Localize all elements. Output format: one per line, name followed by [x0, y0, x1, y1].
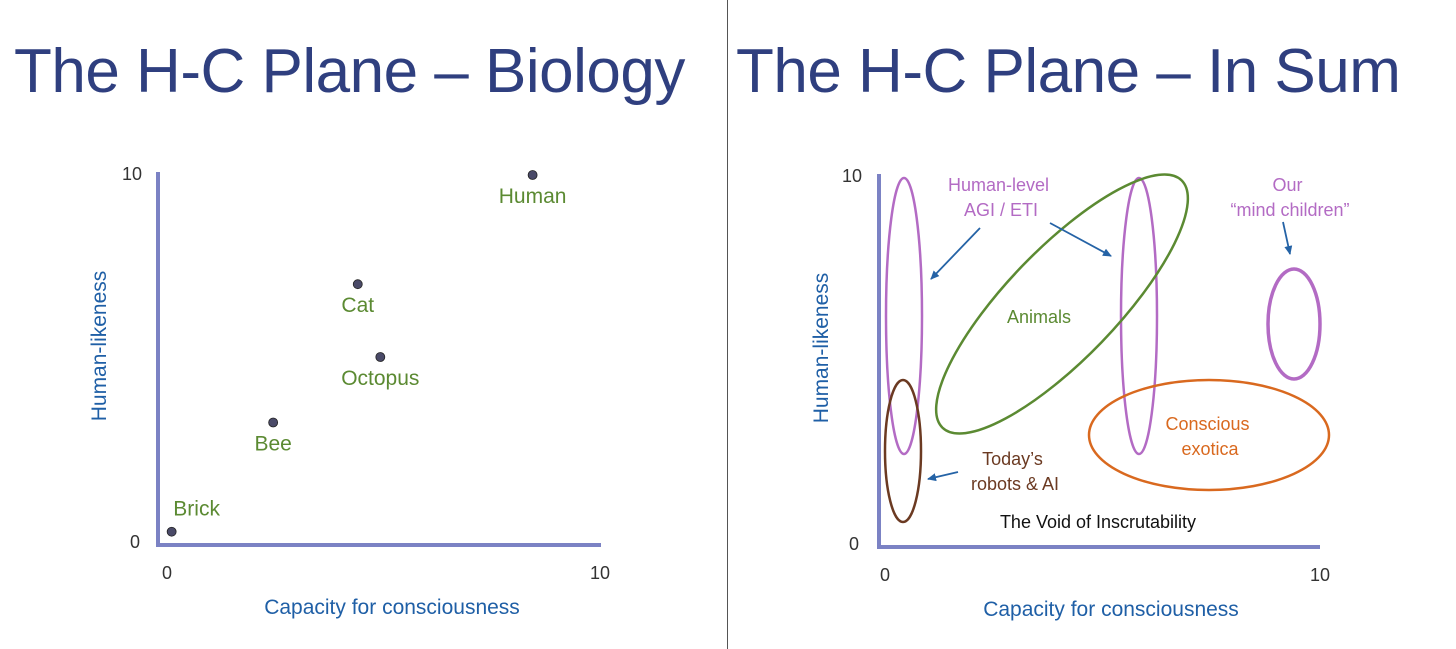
biology-chart: 10 0 0 10 Capacity for consciousness Hum…	[88, 164, 610, 619]
in-sum-diagram: 10 0 0 10 Capacity for consciousness Hum…	[810, 166, 1350, 621]
y-axis-label: Human-likeness	[88, 271, 111, 422]
y-tick-bottom: 0	[130, 532, 140, 552]
conscious-exotica-label: Conscious exotica	[1165, 414, 1254, 459]
mind-children-label: Our “mind children”	[1230, 175, 1349, 220]
today-ai-ellipse	[883, 378, 923, 524]
agi-ellipse-left	[884, 176, 924, 456]
point-octopus	[375, 352, 386, 362]
y-axis-label: Human-likeness	[810, 273, 833, 424]
today-ai-label: Today’s robots & AI	[971, 449, 1059, 494]
animals-label: Animals	[1007, 307, 1071, 327]
conscious-exotica-ellipse	[1087, 378, 1331, 492]
scatter-points: Brick Bee Cat Octopus Human	[166, 170, 567, 537]
point-label-octopus: Octopus	[341, 367, 419, 390]
page-title-biology: The H-C Plane – Biology	[14, 37, 685, 106]
point-brick	[166, 526, 177, 537]
agi-arrow-right	[1049, 222, 1112, 257]
panel-divider	[727, 0, 728, 649]
x-tick-right: 10	[1310, 565, 1330, 585]
point-label-cat: Cat	[341, 294, 374, 317]
today-ai-arrow	[927, 471, 959, 482]
x-tick-right: 10	[590, 563, 610, 583]
y-tick-bottom: 0	[849, 534, 859, 554]
x-axis-label: Capacity for consciousness	[983, 598, 1239, 621]
panel-in-sum: 10 0 0 10 Capacity for consciousness Hum…	[728, 0, 1456, 649]
point-cat	[352, 279, 363, 290]
point-label-human: Human	[499, 185, 567, 208]
point-human	[527, 170, 538, 180]
agi-ellipse-right	[1119, 176, 1159, 456]
point-bee	[268, 417, 279, 428]
x-tick-left: 0	[880, 565, 890, 585]
agi-arrow-left	[930, 227, 981, 280]
x-axis-label: Capacity for consciousness	[264, 596, 520, 619]
y-tick-top: 10	[122, 164, 142, 184]
y-tick-top: 10	[842, 166, 862, 186]
page-title-in-sum: The H-C Plane – In Sum	[736, 37, 1401, 106]
void-annotation: The Void of Inscrutability	[1000, 512, 1196, 532]
panel-biology: 10 0 0 10 Capacity for consciousness Hum…	[0, 0, 727, 649]
mind-children-arrow	[1282, 221, 1293, 255]
agi-label: Human-level AGI / ETI	[948, 175, 1054, 220]
point-label-bee: Bee	[254, 433, 291, 456]
animals-ellipse	[934, 173, 1190, 435]
mind-children-ellipse	[1266, 267, 1322, 381]
point-label-brick: Brick	[173, 498, 220, 521]
x-tick-left: 0	[162, 563, 172, 583]
